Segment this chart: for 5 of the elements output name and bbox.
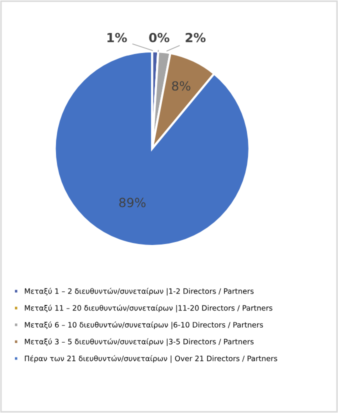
- text: 0%: [149, 32, 170, 42]
- data-label: 8%: [172, 81, 190, 91]
- data-label: 89%: [119, 198, 146, 208]
- data-label: 1%: [107, 32, 127, 42]
- data-label: 2%: [186, 32, 206, 42]
